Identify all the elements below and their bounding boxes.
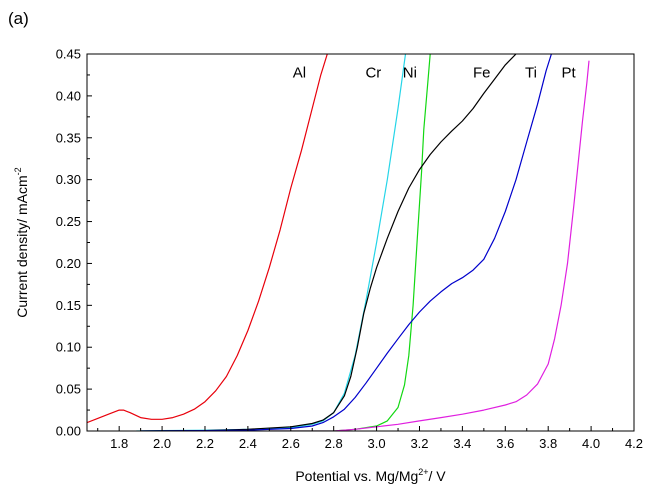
plot-frame [86,53,635,432]
x-axis-title: Potential vs. Mg/Mg2+/ V [295,467,446,484]
axes-layer [86,53,635,432]
x-tick-label: 4.2 [625,436,643,451]
series-line-cr [136,54,407,431]
series-line-fe [140,54,517,431]
x-title-suffix: / V [429,468,447,484]
y-title-main: Current density/ mAcm [14,175,30,317]
x-title-sup: 2+ [418,467,428,477]
x-tick-label: 4.0 [582,436,600,451]
y-tick-label: 0.10 [56,340,81,355]
series-label-ti: Ti [525,64,537,81]
y-tick-label: 0.35 [56,130,81,145]
y-tick-label: 0.15 [56,298,81,313]
series-label-pt: Pt [561,64,576,81]
y-tick-label: 0.40 [56,88,81,103]
series-line-ti [140,54,552,431]
series-line-al [87,54,328,424]
x-tick-label: 2.4 [239,436,257,451]
series-line-pt [269,60,590,431]
x-tick-label: 3.2 [410,436,428,451]
y-axis-title: Current density/ mAcm-2 [13,167,30,317]
y-tick-label: 0.00 [56,424,81,439]
x-tick-label: 2.8 [325,436,343,451]
panel-label: (a) [8,9,29,28]
x-tick-label: 3.6 [496,436,514,451]
y-tick-label: 0.45 [56,47,81,62]
x-tick-label: 2.6 [282,436,300,451]
series-layer [87,54,590,431]
x-tick-label: 3.8 [539,436,557,451]
series-label-fe: Fe [473,64,491,81]
x-tick-label: 3.0 [368,436,386,451]
x-title-main: Potential vs. Mg/Mg [295,468,418,484]
annotation-layer: Al Cr Ni Fe Ti Pt [293,64,577,81]
x-tick-label: 1.8 [110,436,128,451]
y-tick-label: 0.20 [56,256,81,271]
series-label-ni: Ni [403,64,417,81]
y-tick-label: 0.05 [56,382,81,397]
x-tick-label: 3.4 [453,436,471,451]
series-label-cr: Cr [365,64,381,81]
series-label-al: Al [293,64,306,81]
x-tick-label: 2.0 [153,436,171,451]
y-tick-label: 0.30 [56,172,81,187]
y-tick-label: 0.25 [56,214,81,229]
ticks-layer: 1.8 2.0 2.2 2.4 2.6 2.8 3.0 3.2 3.4 3.6 3.8 4.0 4.2 0… [56,47,643,452]
x-tick-label: 2.2 [196,436,214,451]
y-title-sup: -2 [13,167,23,175]
